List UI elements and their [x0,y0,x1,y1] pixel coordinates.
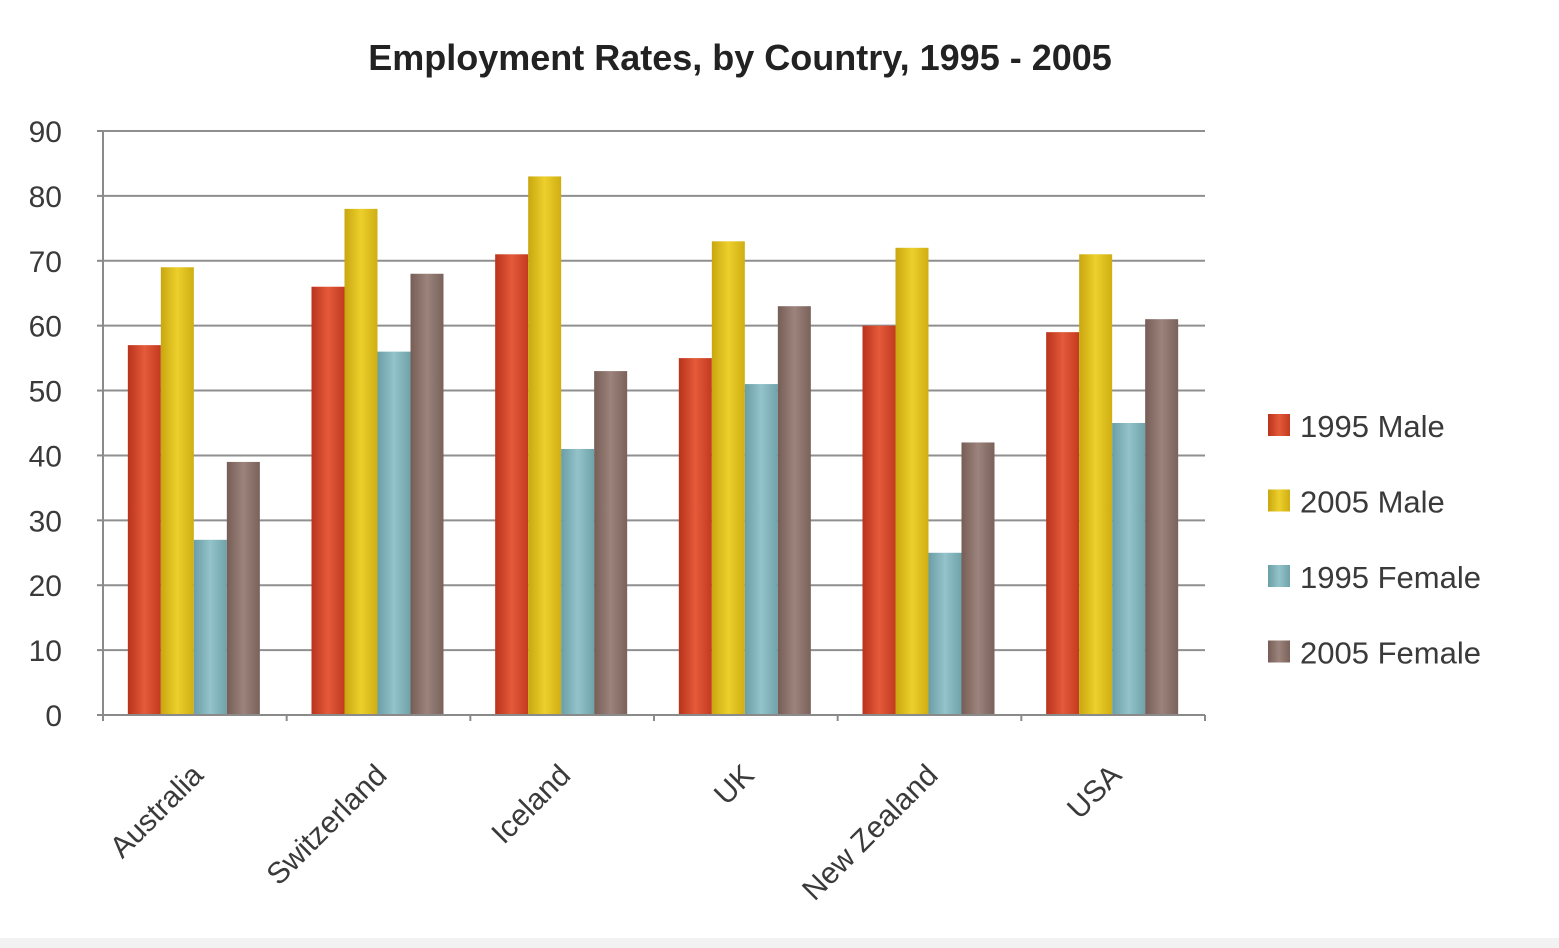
x-tick-label: Switzerland [260,759,393,892]
x-tick-label: Australia [104,758,210,864]
x-axis: Australia Switzerland Iceland UK New Zealand… [102,714,1206,907]
y-tick-label: 60 [29,311,62,344]
legend-swatch [1268,414,1290,436]
legend-swatch [1268,489,1290,512]
legend-label: 1995 Female [1300,560,1481,595]
bar-1995-male-australia [127,345,161,715]
chart-title: Employment Rates, by Country, 1995 - 200… [368,37,1112,78]
x-tick-label: Iceland [485,759,577,851]
bar-1995-female-uk [744,384,778,715]
bottom-strip [0,938,1559,948]
y-tick-label: 20 [29,570,62,603]
bar-1995-male-switzerland [311,286,345,715]
y-tick-label: 70 [29,246,62,279]
y-tick-label: 50 [29,376,62,409]
bar-1995-female-usa [1112,423,1146,715]
bar-2005-male-usa [1079,254,1113,716]
legend-label: 2005 Female [1300,636,1481,671]
y-tick-label: 10 [29,635,62,668]
y-tick-label: 30 [29,505,62,538]
y-tick-label: 90 [29,116,62,149]
bar-2005-female-usa [1145,319,1179,715]
gridlines [103,130,1205,652]
legend-swatch [1268,640,1290,663]
y-axis: 0 10 20 30 40 50 60 70 80 90 [29,116,104,733]
x-tick-label: New Zealand [796,759,944,907]
bar-1995-male-iceland [495,254,529,716]
bar-1995-male-new-zealand [862,325,896,715]
bar-2005-male-switzerland [344,208,378,715]
bar-2005-female-iceland [594,371,628,715]
y-tick-label: 0 [45,700,62,733]
bar-1995-female-switzerland [377,351,411,715]
bar-2005-male-iceland [528,176,562,715]
bar-1995-female-australia [193,539,227,715]
legend-label: 1995 Male [1300,409,1445,444]
x-tick-label: USA [1061,759,1128,826]
bar-1995-female-new-zealand [928,552,962,715]
legend-label: 2005 Male [1300,485,1445,520]
x-tick-label: UK [708,759,761,812]
y-tick-label: 40 [29,440,62,473]
bar-1995-male-uk [678,358,712,715]
bar-2005-female-new-zealand [961,442,995,715]
bars [127,176,1179,716]
bar-2005-female-switzerland [410,273,444,715]
bar-2005-male-australia [160,267,194,715]
legend-swatch [1268,565,1290,587]
bar-1995-female-iceland [561,448,595,715]
bar-1995-male-usa [1046,332,1080,715]
y-tick-label: 80 [29,181,62,214]
bar-2005-female-uk [777,306,811,715]
bar-2005-male-new-zealand [895,247,929,716]
legend: 1995 Male 2005 Male 1995 Female 2005 Female [1268,409,1481,671]
bar-2005-female-australia [226,461,260,715]
bar-2005-male-uk [711,241,745,716]
